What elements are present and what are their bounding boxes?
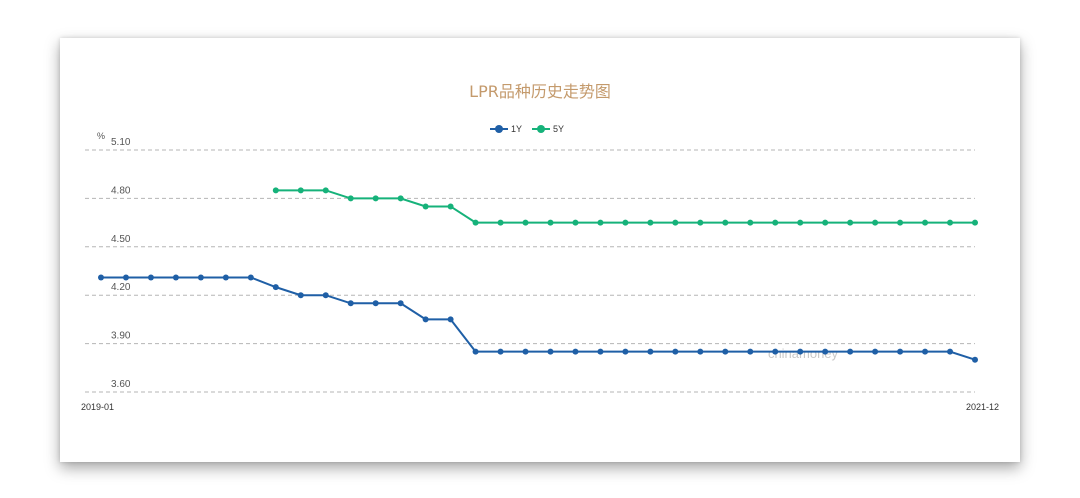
data-point-1y	[697, 348, 704, 355]
y-tick-label: 4.50	[111, 234, 131, 245]
data-point-5y	[922, 219, 929, 226]
legend-item-5y[interactable]: 5Y	[532, 124, 564, 134]
data-point-1y	[522, 348, 529, 355]
series-line-1y	[101, 276, 976, 361]
data-point-1y	[172, 274, 179, 281]
data-point-1y	[872, 348, 879, 355]
y-tick-label: 3.60	[111, 379, 131, 390]
watermark: chinamoney	[768, 346, 839, 361]
legend-marker-1y	[490, 125, 508, 133]
data-point-1y	[297, 292, 304, 299]
data-point-1y	[947, 348, 954, 355]
data-point-1y	[972, 356, 978, 363]
data-point-1y	[597, 348, 604, 355]
data-point-5y	[772, 219, 779, 226]
y-axis-unit-label: %	[97, 131, 105, 141]
data-point-5y	[472, 219, 479, 226]
data-point-5y	[697, 219, 704, 226]
data-point-5y	[547, 219, 554, 226]
data-point-1y	[772, 348, 779, 355]
data-point-5y	[797, 219, 804, 226]
data-point-5y	[447, 203, 454, 210]
data-point-1y	[322, 292, 329, 299]
data-point-5y	[522, 219, 529, 226]
data-point-5y	[422, 203, 429, 210]
data-point-1y	[672, 348, 679, 355]
data-point-5y	[597, 219, 604, 226]
legend-item-1y[interactable]: 1Y	[490, 124, 522, 134]
data-point-5y	[647, 219, 654, 226]
data-point-1y	[722, 348, 729, 355]
data-point-1y	[497, 348, 504, 355]
y-tick-label: 3.90	[111, 331, 131, 342]
data-point-5y	[622, 219, 629, 226]
chart-card: LPR品种历史走势图 1Y 5Y	[60, 38, 1020, 462]
data-point-1y	[647, 348, 654, 355]
y-tick-label: 4.80	[111, 185, 131, 196]
data-point-5y	[897, 219, 904, 226]
data-point-1y	[247, 274, 254, 281]
data-point-1y	[747, 348, 754, 355]
x-tick-label-end: 2021-12	[966, 402, 999, 412]
data-point-5y	[747, 219, 754, 226]
data-point-5y	[572, 219, 579, 226]
data-point-5y	[497, 219, 504, 226]
data-point-1y	[847, 348, 854, 355]
data-point-1y	[472, 348, 479, 355]
data-point-1y	[372, 300, 379, 307]
data-point-5y	[272, 187, 279, 194]
data-point-5y	[297, 187, 304, 194]
data-point-1y	[397, 300, 404, 307]
x-tick-label-start: 2019-01	[81, 402, 114, 412]
data-point-5y	[847, 219, 854, 226]
data-point-5y	[972, 219, 978, 226]
chart-title: LPR品种历史走势图	[469, 82, 611, 101]
data-point-5y	[722, 219, 729, 226]
data-point-1y	[572, 348, 579, 355]
data-point-1y	[98, 274, 104, 281]
data-point-1y	[122, 274, 129, 281]
data-point-1y	[897, 348, 904, 355]
data-point-1y	[197, 274, 204, 281]
legend: 1Y 5Y	[490, 124, 564, 134]
data-point-5y	[397, 195, 404, 202]
data-point-1y	[622, 348, 629, 355]
data-point-1y	[272, 284, 279, 291]
series-line-5y	[275, 189, 975, 224]
y-tick-label: 4.20	[111, 282, 131, 293]
data-point-1y	[797, 348, 804, 355]
y-tick-label: 5.10	[111, 137, 131, 148]
data-point-1y	[922, 348, 929, 355]
data-point-1y	[547, 348, 554, 355]
data-point-1y	[347, 300, 354, 307]
data-point-5y	[322, 187, 329, 194]
data-point-5y	[872, 219, 879, 226]
data-point-5y	[947, 219, 954, 226]
legend-label-5y: 5Y	[553, 124, 565, 134]
legend-label-1y: 1Y	[511, 124, 523, 134]
data-point-1y	[822, 348, 829, 355]
legend-marker-5y	[532, 125, 551, 133]
data-point-1y	[147, 274, 154, 281]
data-point-5y	[822, 219, 829, 226]
data-point-5y	[372, 195, 379, 202]
data-point-1y	[222, 274, 229, 281]
data-point-1y	[422, 316, 429, 323]
data-point-5y	[672, 219, 679, 226]
data-point-1y	[447, 316, 454, 323]
data-point-5y	[347, 195, 354, 202]
